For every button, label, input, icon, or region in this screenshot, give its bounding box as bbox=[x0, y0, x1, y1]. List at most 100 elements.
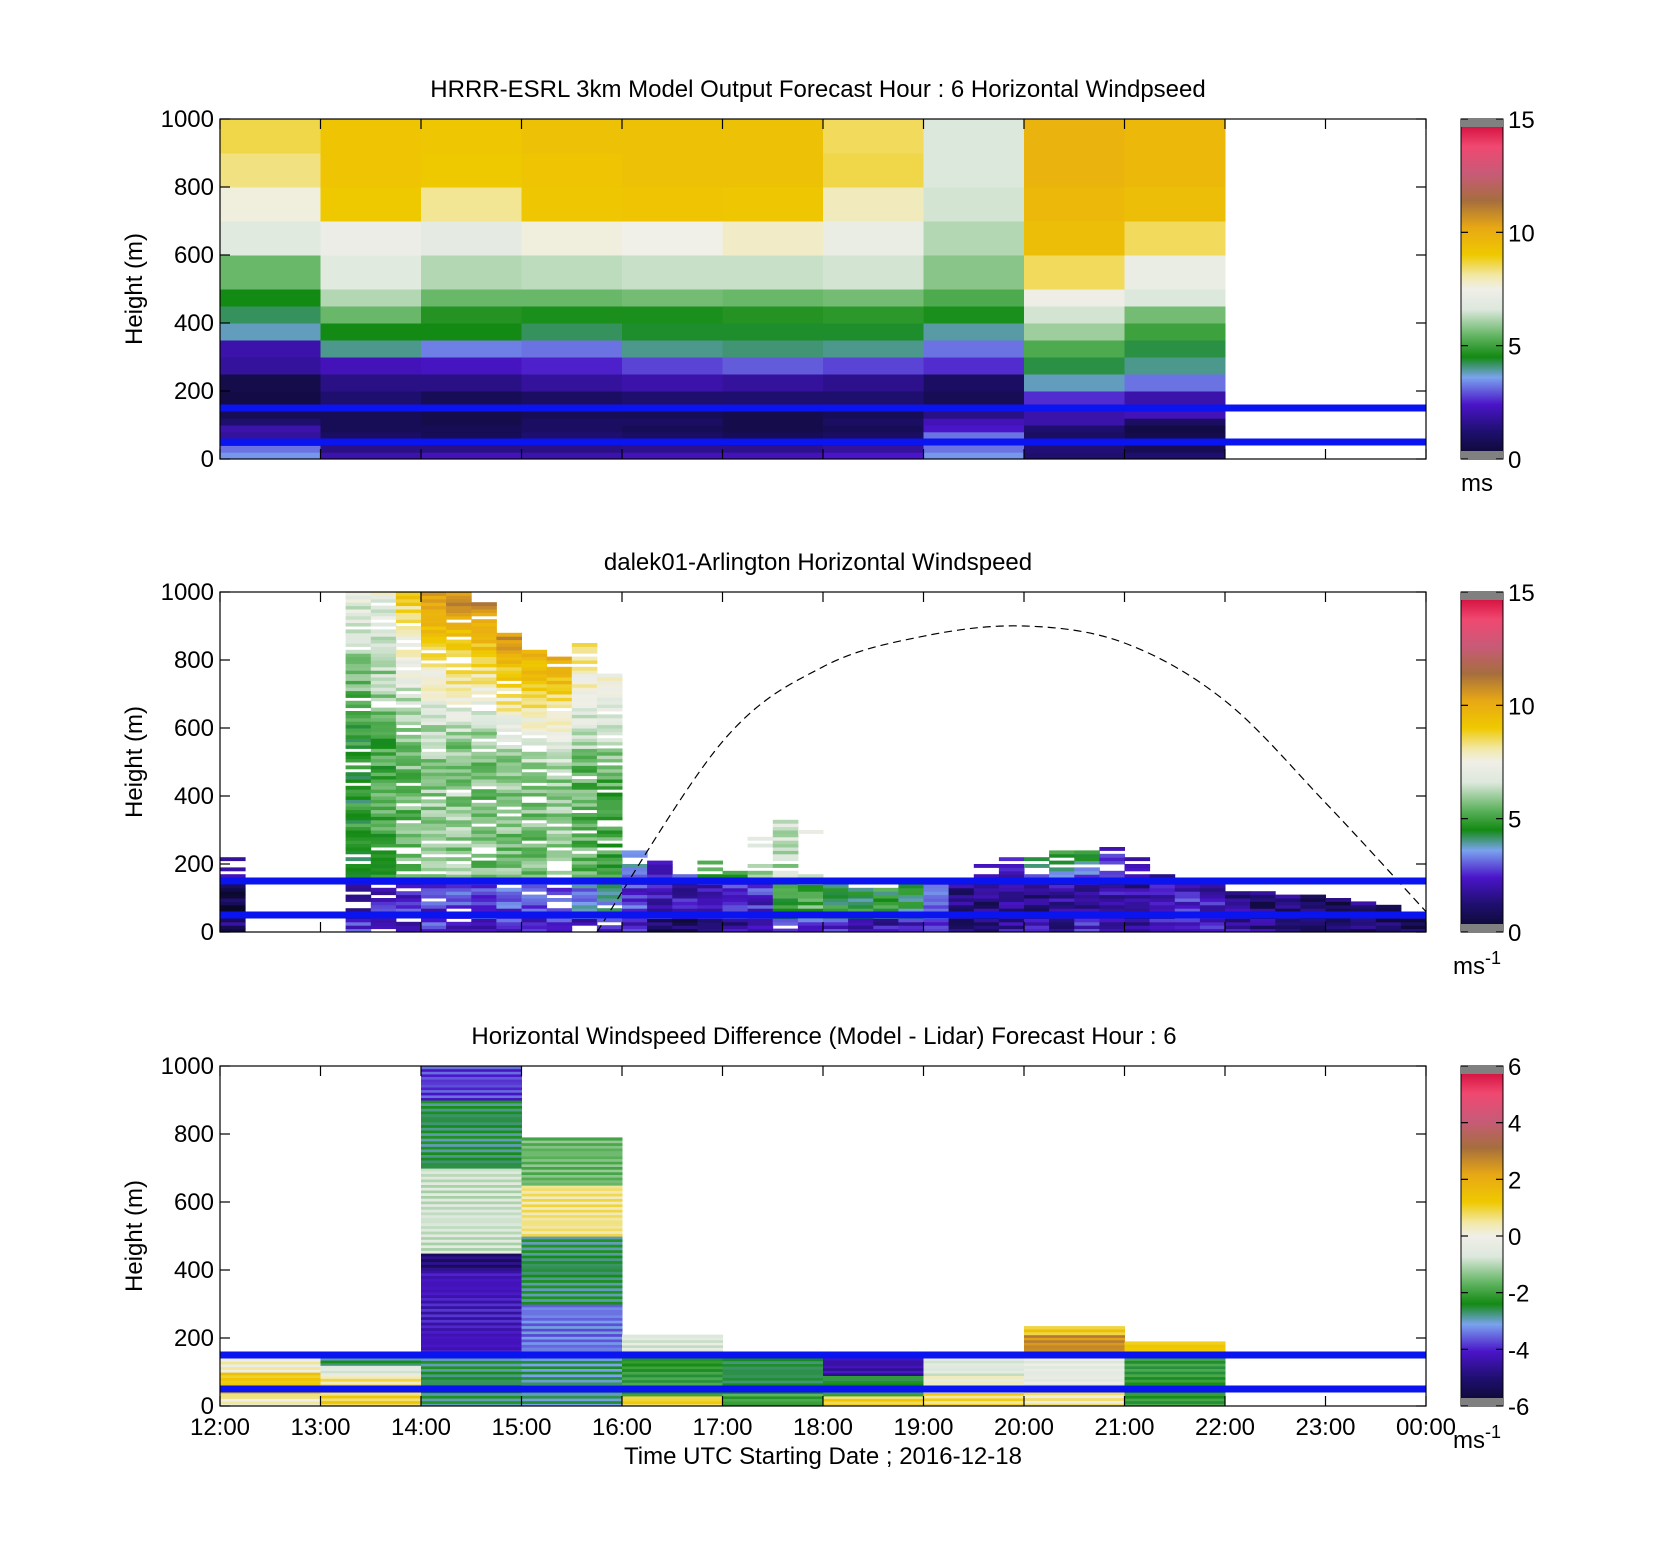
lidar-gate bbox=[496, 643, 522, 647]
lidar-gate bbox=[1099, 870, 1125, 875]
lidar-gate bbox=[446, 734, 472, 739]
lidar-gate bbox=[345, 660, 372, 664]
lidar-gate bbox=[370, 745, 397, 749]
lidar-gate bbox=[998, 925, 1025, 930]
heatmap-cell bbox=[1024, 1400, 1125, 1404]
lidar-gate bbox=[1300, 925, 1326, 930]
lidar-gate bbox=[446, 802, 472, 807]
lidar-gate bbox=[948, 894, 975, 899]
lidar-gate bbox=[672, 904, 698, 909]
lidar-gate bbox=[546, 891, 573, 896]
lidar-gate bbox=[395, 653, 422, 658]
lidar-gate bbox=[446, 728, 472, 732]
lidar-gate bbox=[370, 765, 397, 770]
heatmap-cell bbox=[421, 1097, 522, 1101]
lidar-gate bbox=[571, 840, 598, 845]
lidar-gate bbox=[395, 772, 422, 777]
x-tick-label: 22:00 bbox=[1195, 1414, 1255, 1441]
lidar-gate bbox=[1074, 908, 1100, 913]
heatmap-cell bbox=[722, 1393, 824, 1397]
lidar-gate bbox=[521, 785, 548, 790]
heatmap-cell bbox=[421, 1094, 522, 1098]
lidar-gate bbox=[546, 830, 573, 834]
lidar-gate bbox=[873, 904, 899, 909]
heatmap-cell bbox=[521, 1230, 623, 1234]
lidar-gate bbox=[496, 775, 522, 780]
lidar-gate bbox=[973, 898, 1000, 902]
panel-model-colorbar-bar bbox=[1460, 118, 1504, 460]
heatmap-cell bbox=[1024, 1375, 1125, 1380]
lidar-gate bbox=[1325, 921, 1352, 926]
lidar-gate bbox=[421, 694, 447, 698]
colorbar-tick-label: 4 bbox=[1508, 1111, 1521, 1138]
lidar-gate bbox=[998, 857, 1025, 862]
heatmap-cell bbox=[320, 340, 422, 358]
lidar-gate bbox=[446, 816, 472, 821]
heatmap-cell bbox=[421, 289, 522, 307]
heatmap-cell bbox=[320, 418, 422, 426]
lidar-gate bbox=[596, 836, 623, 841]
lidar-gate bbox=[622, 894, 648, 899]
heatmap-cell bbox=[622, 1400, 723, 1404]
colorbar-tick-label: 10 bbox=[1508, 693, 1535, 720]
lidar-gate bbox=[1049, 901, 1075, 906]
heatmap-cell bbox=[521, 1312, 623, 1316]
lidar-gate bbox=[496, 908, 522, 913]
heatmap-cell bbox=[622, 418, 723, 426]
lidar-gate bbox=[421, 772, 447, 777]
lidar-gate bbox=[596, 826, 623, 831]
heatmap-cell bbox=[521, 1148, 623, 1152]
heatmap-cell bbox=[521, 1346, 623, 1351]
lidar-gate bbox=[446, 806, 472, 811]
lidar-gate bbox=[1149, 898, 1176, 902]
heatmap-cell bbox=[220, 1372, 321, 1376]
lidar-gate bbox=[1350, 918, 1377, 923]
lidar-gate bbox=[998, 867, 1025, 872]
lidar-gate bbox=[370, 755, 397, 760]
lidar-gate bbox=[797, 925, 824, 930]
lidar-gate bbox=[345, 806, 372, 811]
heatmap-cell bbox=[1124, 323, 1226, 341]
heatmap-cell bbox=[320, 289, 422, 307]
lidar-gate bbox=[1250, 908, 1276, 913]
heatmap-cell bbox=[421, 1192, 522, 1196]
heatmap-cell bbox=[421, 1313, 522, 1318]
lidar-gate bbox=[395, 830, 422, 834]
lidar-gate bbox=[471, 622, 497, 627]
heatmap-cell bbox=[823, 187, 924, 222]
lidar-gate bbox=[446, 833, 472, 838]
lidar-gate bbox=[1400, 918, 1426, 923]
lidar-gate bbox=[1250, 904, 1276, 909]
lidar-gate bbox=[546, 762, 573, 766]
lidar-gate bbox=[948, 887, 975, 892]
lidar-gate bbox=[395, 826, 422, 831]
heatmap-cell bbox=[421, 1124, 522, 1128]
lidar-gate bbox=[471, 782, 497, 787]
heatmap-cell bbox=[421, 1305, 522, 1309]
lidar-gate bbox=[923, 898, 950, 902]
lidar-gate bbox=[345, 622, 372, 627]
lidar-gate bbox=[1375, 925, 1402, 930]
heatmap-cell bbox=[320, 1375, 422, 1379]
lidar-gate bbox=[1199, 898, 1226, 902]
heatmap-cell bbox=[722, 391, 824, 409]
heatmap-cell bbox=[1124, 1341, 1226, 1345]
x-tick-label: 21:00 bbox=[1094, 1414, 1154, 1441]
lidar-gate bbox=[647, 887, 673, 892]
lidar-gate bbox=[722, 898, 749, 902]
lidar-gate bbox=[546, 745, 573, 749]
heatmap-cell bbox=[421, 1302, 522, 1307]
lidar-gate bbox=[395, 748, 422, 753]
lidar-gate bbox=[471, 646, 497, 651]
heatmap-cell bbox=[622, 1339, 723, 1343]
lidar-gate bbox=[345, 792, 372, 797]
y-tick-label: 0 bbox=[201, 446, 214, 473]
lidar-gate bbox=[421, 670, 447, 675]
lidar-gate bbox=[471, 836, 497, 841]
lidar-gate bbox=[571, 826, 598, 831]
lidar-gate bbox=[421, 918, 447, 923]
lidar-gate bbox=[521, 779, 548, 783]
lidar-gate bbox=[1199, 887, 1226, 892]
lidar-gate bbox=[973, 901, 1000, 906]
lidar-gate bbox=[1375, 928, 1402, 932]
